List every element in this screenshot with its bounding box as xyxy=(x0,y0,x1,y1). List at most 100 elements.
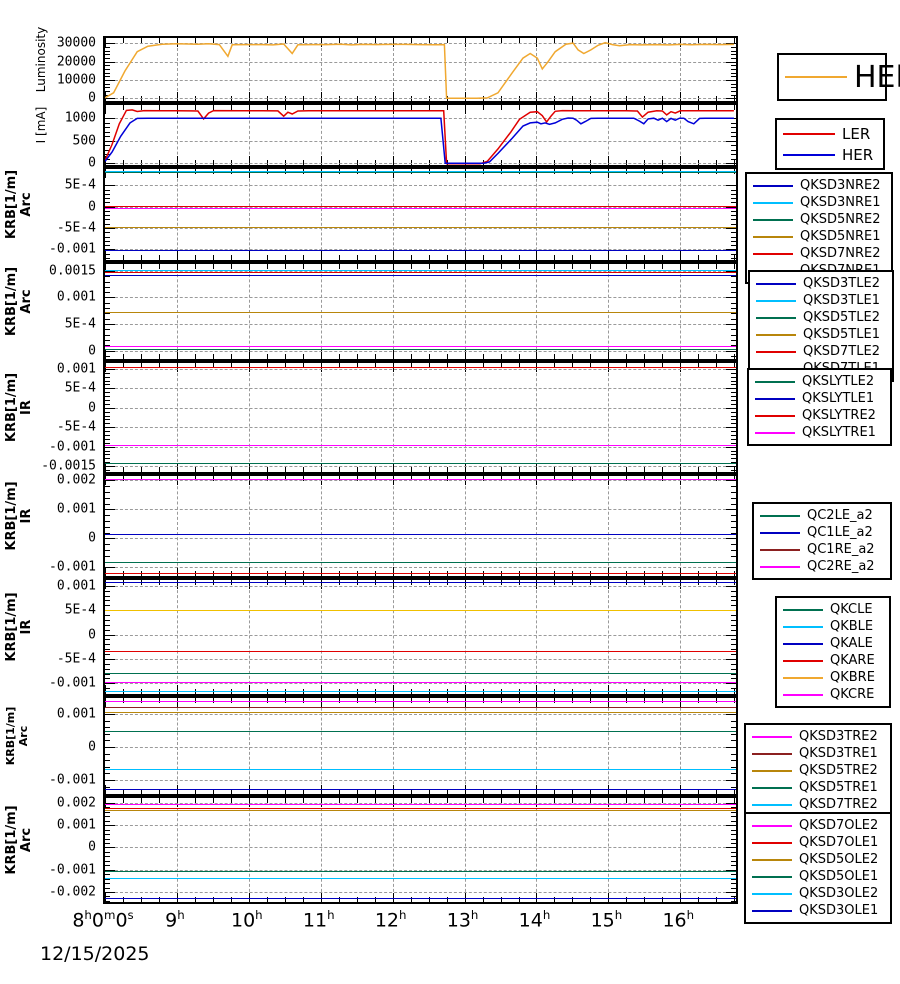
x-tick-label: 14h xyxy=(518,908,551,932)
axis-tick-minor xyxy=(105,595,110,597)
y-axis-title: KRB[1/m] xyxy=(4,266,19,337)
legend-color-swatch xyxy=(756,350,796,353)
axis-tick xyxy=(482,363,484,368)
axis-tick xyxy=(158,897,160,902)
legend-item[interactable]: QKCRE xyxy=(783,686,883,703)
y-tick-label: -5E-4 xyxy=(56,651,96,667)
axis-tick xyxy=(338,363,340,368)
legend-item[interactable]: QKSD5NRE2 xyxy=(753,211,885,228)
legend-item[interactable]: QKARE xyxy=(783,652,883,669)
axis-tick xyxy=(266,105,268,110)
legend-label: QKSD3OLE2 xyxy=(799,886,879,901)
axis-tick-minor xyxy=(105,829,110,831)
axis-tick-minor xyxy=(731,90,736,92)
axis-tick xyxy=(500,698,502,703)
axis-tick-minor xyxy=(105,486,110,488)
axis-tick xyxy=(608,169,610,178)
legend-item[interactable]: QKSD3TRE1 xyxy=(752,745,884,762)
legend-label: QKCLE xyxy=(830,602,873,617)
axis-tick xyxy=(284,467,286,472)
legend-item[interactable]: QC1RE_a2 xyxy=(760,541,884,558)
axis-tick xyxy=(518,798,520,803)
legend-item[interactable]: QKSD3TRE2 xyxy=(752,728,884,745)
axis-tick xyxy=(105,658,115,660)
legend-item[interactable]: QKSD3TLE1 xyxy=(756,292,886,309)
axis-tick-minor xyxy=(105,462,110,464)
legend-item[interactable]: QKSD3TLE2 xyxy=(756,275,886,292)
axis-tick xyxy=(572,264,574,269)
legend-item[interactable]: QKSD3OLE1 xyxy=(752,902,884,919)
series-qksd3ole1 xyxy=(105,898,736,900)
axis-tick-minor xyxy=(731,399,736,401)
axis-tick xyxy=(320,156,322,165)
axis-tick xyxy=(608,251,610,260)
gridline-horizontal xyxy=(105,847,736,849)
legend-item[interactable]: QKSD3NRE1 xyxy=(753,194,885,211)
legend-item[interactable]: QKSD7NRE2 xyxy=(753,245,885,262)
legend-item[interactable]: QKSLYTLE2 xyxy=(755,373,884,390)
legend-item[interactable]: QKALE xyxy=(783,635,883,652)
legend-item[interactable]: QKSD5NRE1 xyxy=(753,228,885,245)
legend-item[interactable]: QKSLYTRE1 xyxy=(755,424,884,441)
legend-label: QKSLYTRE2 xyxy=(802,408,876,423)
axis-tick xyxy=(536,169,538,178)
legend-item[interactable]: QKSD7TRE2 xyxy=(752,796,884,813)
legend-item[interactable]: QKSD3NRE2 xyxy=(753,177,885,194)
axis-tick xyxy=(590,354,592,359)
legend-item[interactable]: QKSD5OLE1 xyxy=(752,868,884,885)
axis-tick xyxy=(572,105,574,110)
axis-tick xyxy=(698,897,700,902)
axis-tick xyxy=(446,38,448,43)
axis-tick xyxy=(536,580,538,589)
axis-tick xyxy=(662,354,664,359)
x-tick-label: 12h xyxy=(374,908,407,932)
axis-tick-minor xyxy=(731,281,736,283)
axis-tick-minor xyxy=(105,438,110,440)
legend-item[interactable]: QC2LE_a2 xyxy=(760,507,884,524)
multi-panel-plot xyxy=(103,36,738,904)
legend-item[interactable]: QKSLYTRE2 xyxy=(755,407,884,424)
series-qksd3tle1 xyxy=(105,269,736,271)
legend-item[interactable]: QKBRE xyxy=(783,669,883,686)
legend-item[interactable]: HER xyxy=(783,144,877,165)
legend-item[interactable]: QKSD5TLE2 xyxy=(756,309,886,326)
legend-item[interactable]: QC2RE_a2 xyxy=(760,558,884,575)
legend-item[interactable]: QKSD5OLE2 xyxy=(752,851,884,868)
legend-item[interactable]: QKCLE xyxy=(783,601,883,618)
axis-tick xyxy=(338,255,340,260)
axis-tick-minor xyxy=(105,442,110,444)
axis-tick xyxy=(248,169,250,178)
legend-item[interactable]: QKSLYTLE1 xyxy=(755,390,884,407)
legend-item[interactable]: QKSD7OLE1 xyxy=(752,834,884,851)
axis-tick xyxy=(644,476,646,481)
axis-tick xyxy=(338,38,340,43)
legend-item[interactable]: HER xyxy=(785,58,900,96)
axis-tick-minor xyxy=(731,202,736,204)
legend-item[interactable]: QKSD5TLE1 xyxy=(756,326,886,343)
legend-item[interactable]: QKSD5TRE2 xyxy=(752,762,884,779)
legend-item[interactable]: QKSD3OLE2 xyxy=(752,885,884,902)
axis-tick-minor xyxy=(105,380,110,382)
legend-item[interactable]: QC1LE_a2 xyxy=(760,524,884,541)
legend-item[interactable]: QKSD5TRE1 xyxy=(752,779,884,796)
legend-item[interactable]: LER xyxy=(783,123,877,144)
axis-tick xyxy=(105,683,115,685)
axis-tick-minor xyxy=(105,198,110,200)
axis-tick xyxy=(698,363,700,368)
axis-tick xyxy=(230,698,232,703)
series-qkale xyxy=(105,581,736,583)
legend-item[interactable]: QKSD7OLE2 xyxy=(752,817,884,834)
axis-tick xyxy=(105,407,115,409)
axis-tick xyxy=(572,363,574,368)
axis-tick xyxy=(105,206,115,208)
axis-tick xyxy=(105,634,115,636)
legend-item[interactable]: QKBLE xyxy=(783,618,883,635)
axis-tick-minor xyxy=(731,87,736,89)
axis-tick xyxy=(626,897,628,902)
axis-tick xyxy=(105,92,106,101)
axis-tick-minor xyxy=(731,65,736,67)
axis-tick xyxy=(158,38,160,43)
axis-tick-minor xyxy=(731,740,736,742)
legend-item[interactable]: QKSD7TLE2 xyxy=(756,343,886,360)
series-qkslytre2 xyxy=(105,367,736,369)
